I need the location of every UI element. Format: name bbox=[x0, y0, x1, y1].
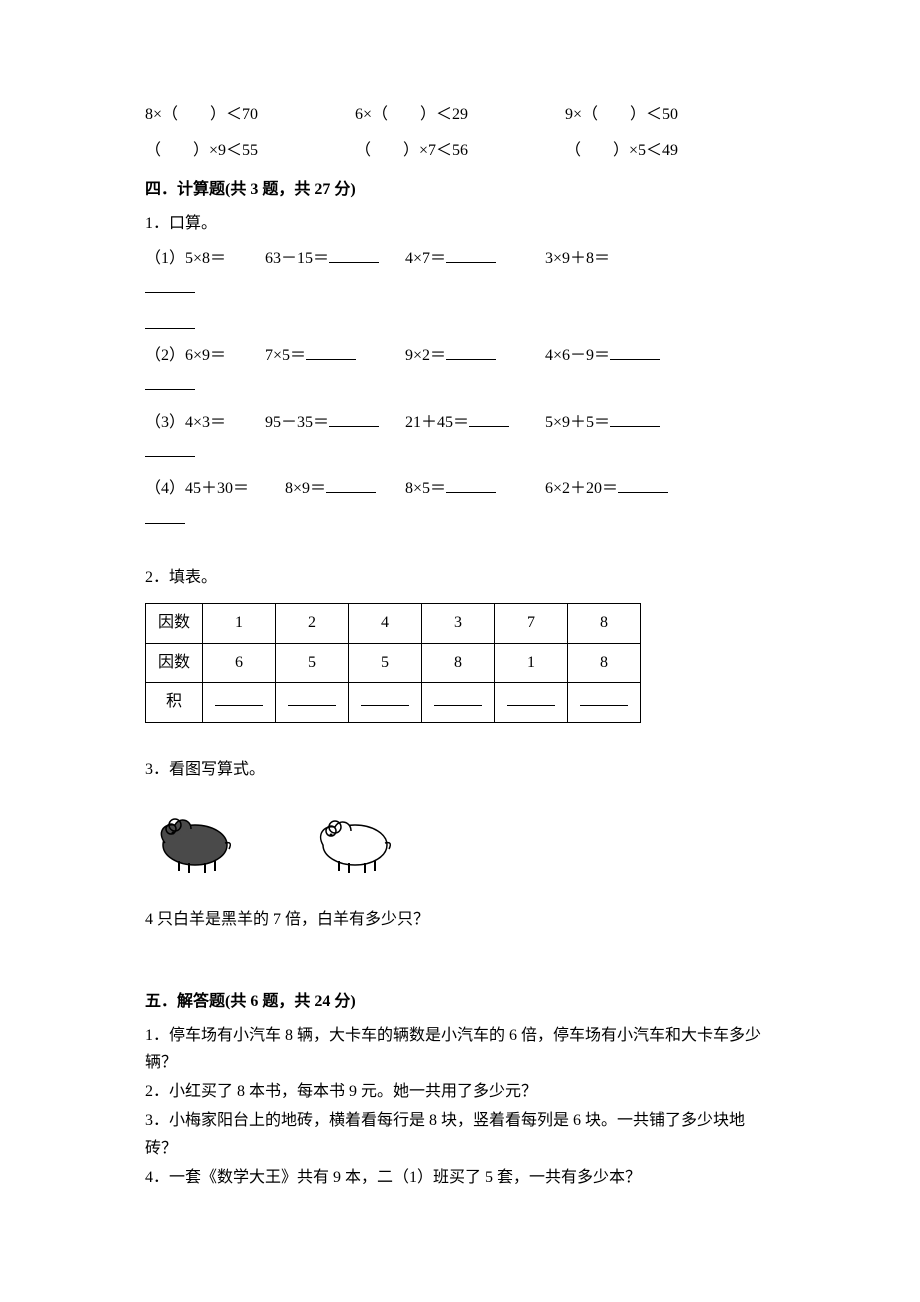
tbl-r3-c1 bbox=[203, 683, 276, 722]
mc-1-2: 63－15＝ bbox=[265, 244, 405, 305]
sheep-illustration bbox=[145, 805, 775, 875]
mc-2-2: 7×5＝ bbox=[265, 341, 405, 402]
ineq-1-2: 6×（ ）＜29 bbox=[355, 100, 565, 130]
mental-row-4: （4）45＋30＝ 8×9＝ 8×5＝ 6×2＋20＝ bbox=[145, 474, 775, 535]
mc-2-4: 4×6－9＝ bbox=[545, 341, 685, 402]
section-5-title: 五．解答题(共 6 题，共 24 分) bbox=[145, 987, 775, 1017]
mental-row-2: （2）6×9＝ 7×5＝ 9×2＝ 4×6－9＝ bbox=[145, 341, 775, 402]
tbl-r2-c1: 6 bbox=[203, 643, 276, 682]
tbl-r2-c6: 8 bbox=[568, 643, 641, 682]
factor-table: 因数 1 2 4 3 7 8 因数 6 5 5 8 1 8 积 bbox=[145, 603, 641, 722]
mc-3-3: 21＋45＝ bbox=[405, 408, 545, 469]
tbl-r1-c6: 8 bbox=[568, 604, 641, 643]
q4-2-label: 2．填表。 bbox=[145, 563, 775, 593]
tbl-r1-c1: 1 bbox=[203, 604, 276, 643]
tbl-r1-h: 因数 bbox=[146, 604, 203, 643]
table-row: 因数 1 2 4 3 7 8 bbox=[146, 604, 641, 643]
tbl-r3-c2 bbox=[276, 683, 349, 722]
tbl-r2-c2: 5 bbox=[276, 643, 349, 682]
tbl-r3-c4 bbox=[422, 683, 495, 722]
q4-1-label: 1．口算。 bbox=[145, 209, 775, 239]
tbl-r2-c5: 1 bbox=[495, 643, 568, 682]
inequality-row-1: 8×（ ）＜70 6×（ ）＜29 9×（ ）＜50 bbox=[145, 100, 775, 130]
section-4-title: 四．计算题(共 3 题，共 27 分) bbox=[145, 175, 775, 205]
mental-row-3: （3）4×3＝ 95－35＝ 21＋45＝ 5×9＋5＝ bbox=[145, 408, 775, 469]
wp-2: 2．小红买了 8 本书，每本书 9 元。她一共用了多少元？ bbox=[145, 1078, 775, 1105]
tbl-r1-c3: 4 bbox=[349, 604, 422, 643]
ineq-1-3: 9×（ ）＜50 bbox=[565, 100, 775, 130]
mc-1-3: 4×7＝ bbox=[405, 244, 545, 305]
mc-4-1: （4）45＋30＝ bbox=[145, 474, 285, 535]
word-problems: 1．停车场有小汽车 8 辆，大卡车的辆数是小汽车的 6 倍，停车场有小汽车和大卡… bbox=[145, 1022, 775, 1191]
table-row: 积 bbox=[146, 683, 641, 722]
tbl-r2-c4: 8 bbox=[422, 643, 495, 682]
wp-4: 4．一套《数学大王》共有 9 本，二（1）班买了 5 套，一共有多少本？ bbox=[145, 1164, 775, 1191]
tbl-r1-c2: 2 bbox=[276, 604, 349, 643]
mental-row-1: （1）5×8＝ 63－15＝ 4×7＝ 3×9＋8＝ bbox=[145, 244, 775, 305]
tbl-r3-c5 bbox=[495, 683, 568, 722]
q4-3-label: 3．看图写算式。 bbox=[145, 755, 775, 785]
mc-3-1: （3）4×3＝ bbox=[145, 408, 265, 469]
table-row: 因数 6 5 5 8 1 8 bbox=[146, 643, 641, 682]
light-sheep-icon bbox=[305, 805, 405, 875]
mc-3-2: 95－35＝ bbox=[265, 408, 405, 469]
ineq-2-3: （ ）×5＜49 bbox=[565, 136, 775, 166]
tbl-r3-c6 bbox=[568, 683, 641, 722]
tbl-r3-h: 积 bbox=[146, 683, 203, 722]
wp-3: 3．小梅家阳台上的地砖，横着看每行是 8 块，竖着看每列是 6 块。一共铺了多少… bbox=[145, 1107, 775, 1161]
tbl-r3-c3 bbox=[349, 683, 422, 722]
sheep-question: 4 只白羊是黑羊的 7 倍，白羊有多少只？ bbox=[145, 905, 775, 935]
mc-4-2: 8×9＝ bbox=[285, 474, 405, 535]
mc-1-4: 3×9＋8＝ bbox=[545, 244, 685, 305]
mc-1-1: （1）5×8＝ bbox=[145, 244, 265, 305]
tbl-r2-c3: 5 bbox=[349, 643, 422, 682]
mc-1-4-blank bbox=[145, 310, 775, 340]
ineq-2-1: （ ）×9＜55 bbox=[145, 136, 355, 166]
ineq-1-1: 8×（ ）＜70 bbox=[145, 100, 355, 130]
mc-4-4: 6×2＋20＝ bbox=[545, 474, 705, 535]
wp-1: 1．停车场有小汽车 8 辆，大卡车的辆数是小汽车的 6 倍，停车场有小汽车和大卡… bbox=[145, 1022, 775, 1076]
mc-2-1: （2）6×9＝ bbox=[145, 341, 265, 402]
mc-3-4: 5×9＋5＝ bbox=[545, 408, 685, 469]
tbl-r1-c5: 7 bbox=[495, 604, 568, 643]
tbl-r1-c4: 3 bbox=[422, 604, 495, 643]
inequality-row-2: （ ）×9＜55 （ ）×7＜56 （ ）×5＜49 bbox=[145, 136, 775, 166]
mc-2-3: 9×2＝ bbox=[405, 341, 545, 402]
ineq-2-2: （ ）×7＜56 bbox=[355, 136, 565, 166]
mc-4-3: 8×5＝ bbox=[405, 474, 545, 535]
tbl-r2-h: 因数 bbox=[146, 643, 203, 682]
dark-sheep-icon bbox=[145, 805, 245, 875]
